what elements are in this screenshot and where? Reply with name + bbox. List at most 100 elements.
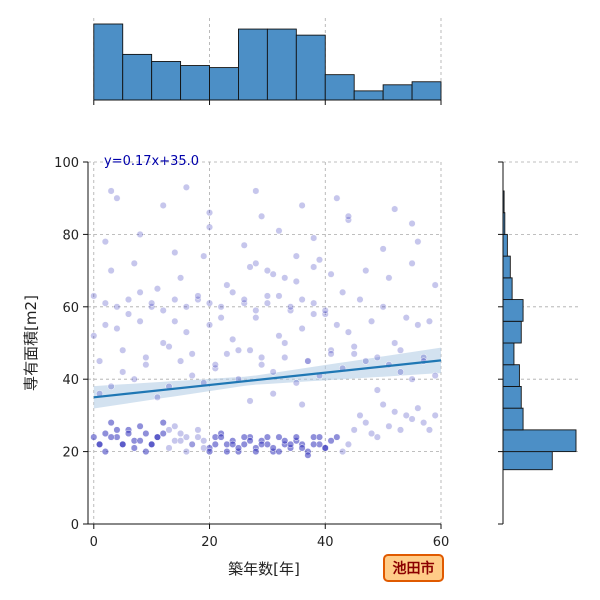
scatter-point <box>263 299 271 307</box>
scatter-point <box>177 429 185 438</box>
scatter-point <box>182 448 190 456</box>
scatter-point <box>182 303 190 311</box>
scatter-point <box>182 433 190 441</box>
scatter-point <box>396 368 405 376</box>
scatter-point <box>258 361 266 369</box>
y-tick-label: 40 <box>62 373 79 388</box>
scatter-point <box>96 440 104 448</box>
scatter-point <box>252 187 260 195</box>
scatter-point <box>327 270 335 278</box>
scatter-point <box>396 346 405 354</box>
scatter-point <box>373 353 381 362</box>
scatter-point <box>281 339 289 347</box>
scatter-point <box>298 201 306 209</box>
scatter-point <box>275 292 283 300</box>
scatter-point <box>385 274 393 282</box>
y-hist-bar <box>502 407 524 431</box>
scatter-point <box>90 292 98 300</box>
scatter-point <box>136 317 144 325</box>
scatter-point <box>223 281 231 289</box>
scatter-point <box>292 277 300 286</box>
scatter-point <box>362 267 370 275</box>
scatter-point <box>119 346 127 354</box>
scatter-point <box>344 216 352 224</box>
scatter-point <box>142 353 150 362</box>
scatter-point <box>246 437 254 445</box>
scatter-point <box>194 426 202 434</box>
scatter-point <box>304 357 312 365</box>
scatter-point <box>356 411 364 419</box>
scatter-point <box>286 303 295 311</box>
scatter-point <box>414 321 422 329</box>
scatter-point <box>234 346 243 354</box>
scatter-point <box>292 252 300 260</box>
scatter-point <box>113 324 121 333</box>
scatter-point <box>298 444 306 452</box>
scatter-point <box>373 386 381 394</box>
scatter-point <box>200 437 208 445</box>
x-hist-bar <box>353 90 384 101</box>
scatter-point <box>304 451 312 459</box>
y-tick-label: 80 <box>62 228 79 243</box>
scatter-point <box>142 448 150 456</box>
scatter-point <box>368 317 376 325</box>
city-badge-label: 池田市 <box>393 560 435 577</box>
scatter-point <box>188 372 196 380</box>
scatter-point <box>333 433 341 441</box>
scatter-point <box>119 368 127 376</box>
scatter-point <box>408 375 416 383</box>
scatter-point <box>188 350 196 358</box>
scatter-point <box>321 310 329 318</box>
scatter-point <box>431 281 439 289</box>
scatter-point <box>408 415 416 423</box>
scatter-point <box>136 437 144 445</box>
scatter-point <box>90 433 98 441</box>
scatter-point <box>159 201 167 209</box>
scatter-point <box>396 426 405 434</box>
x-hist-bar <box>295 34 326 101</box>
scatter-point <box>124 310 133 318</box>
scatter-point <box>240 440 248 448</box>
scatter-point <box>356 296 364 304</box>
scatter-point <box>171 422 179 430</box>
scatter-point <box>148 440 156 448</box>
scatter-point <box>130 259 138 267</box>
scatter-point <box>200 252 208 260</box>
scatter-point <box>344 328 352 336</box>
scatter-point <box>408 259 416 267</box>
scatter-point <box>165 444 173 452</box>
scatter-point <box>229 440 237 448</box>
scatter-point <box>431 372 439 380</box>
scatter-point <box>107 267 115 275</box>
scatter-point <box>246 346 254 354</box>
scatter-point <box>252 448 260 456</box>
regression-line-group <box>93 359 442 399</box>
scatter-point <box>101 299 109 307</box>
scatter-point <box>339 288 347 296</box>
scatter-point <box>269 390 277 398</box>
y-hist-bar <box>502 429 577 453</box>
scatter-point <box>229 335 237 343</box>
scatter-point <box>124 429 133 438</box>
scatter-point <box>275 227 283 235</box>
x-hist-bar <box>180 65 210 101</box>
scatter-point <box>339 448 347 456</box>
scatter-point <box>252 259 260 267</box>
scatter-point <box>321 306 329 314</box>
scatter-point <box>177 357 185 365</box>
scatter-point <box>107 433 115 441</box>
scatter-point <box>333 194 341 202</box>
x-tick-label: 40 <box>317 535 334 550</box>
scatter-point <box>425 426 433 434</box>
scatter-point <box>159 306 167 314</box>
y-hist-bar <box>502 364 520 387</box>
scatter-point <box>391 408 399 416</box>
y-hist-bar <box>502 277 513 301</box>
y-histogram <box>502 190 577 471</box>
scatter-point <box>298 296 306 304</box>
scatter-point <box>148 303 156 311</box>
scatter-point <box>124 296 133 304</box>
y-hist-bar <box>502 255 511 279</box>
scatter-point <box>350 343 358 351</box>
